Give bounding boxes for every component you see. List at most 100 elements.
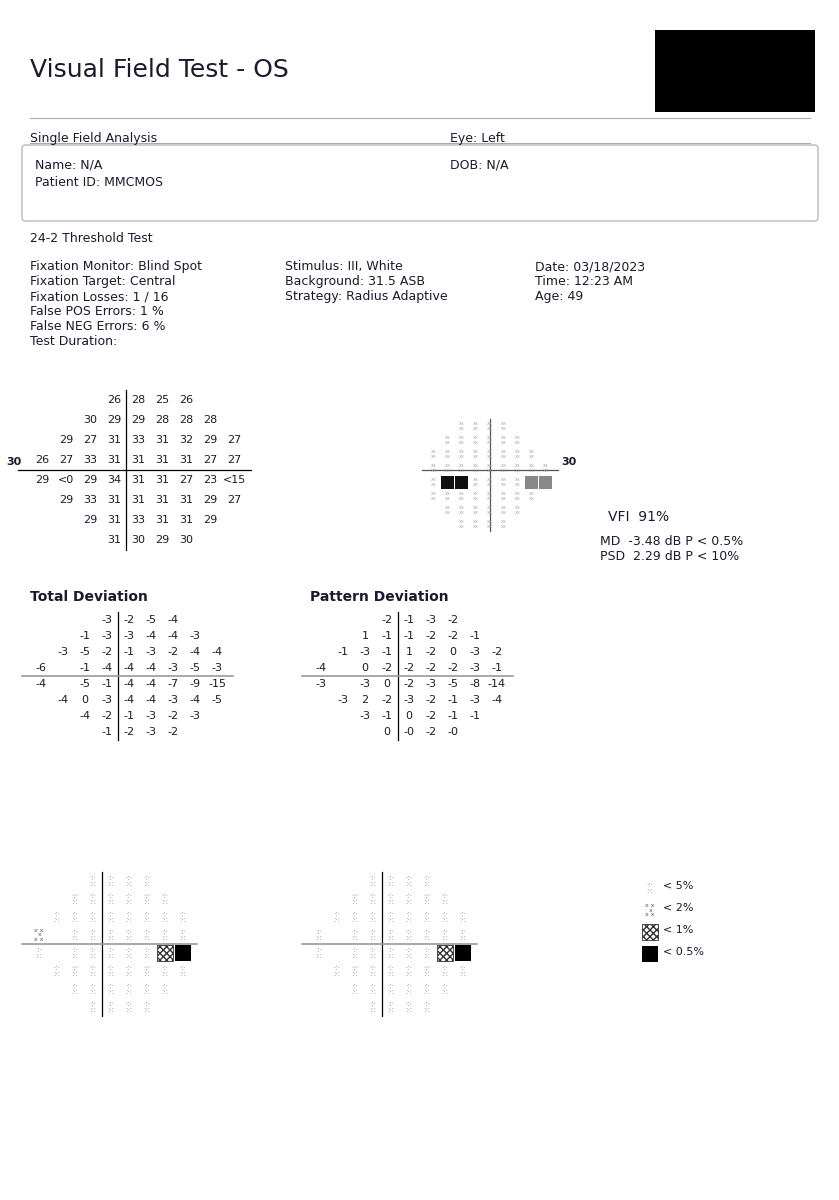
Text: MD  -3.48 dB P < 0.5%: MD -3.48 dB P < 0.5%: [600, 535, 743, 548]
Text: -2: -2: [425, 710, 436, 721]
Text: -3: -3: [211, 662, 222, 673]
Text: xx
xx: xx xx: [529, 462, 535, 473]
Text: ·:·
:·:: ·:· :·:: [352, 947, 358, 959]
Text: 31: 31: [107, 515, 121, 526]
Text: 25: 25: [155, 395, 169, 404]
Text: -1: -1: [102, 727, 112, 737]
Text: xx
xx: xx xx: [431, 491, 437, 502]
Text: -5: -5: [190, 662, 201, 673]
Text: ·:·
:·:: ·:· :·:: [180, 965, 186, 977]
Text: ·:·
:·:: ·:· :·:: [405, 1001, 413, 1013]
Text: -1: -1: [382, 647, 393, 658]
Bar: [525, 476, 538, 490]
Text: -3: -3: [168, 695, 179, 704]
Text: -2: -2: [168, 647, 179, 658]
Text: -4: -4: [123, 662, 134, 673]
Text: -2: -2: [425, 695, 436, 704]
Text: -4: -4: [123, 679, 134, 689]
Text: ·:·
:·:: ·:· :·:: [352, 983, 358, 995]
Text: -4: -4: [145, 695, 157, 704]
Text: 28: 28: [155, 415, 169, 425]
Text: ·:·
:·:: ·:· :·:: [143, 1001, 150, 1013]
Text: xx
xx: xx xx: [473, 476, 479, 487]
Text: xx
xx: xx xx: [487, 491, 492, 502]
Text: xx
xx: xx xx: [473, 462, 479, 473]
Text: Pattern Deviation: Pattern Deviation: [310, 590, 449, 604]
Text: xx
xx: xx xx: [459, 518, 465, 529]
Text: Fixation Losses: 1 / 16: Fixation Losses: 1 / 16: [30, 290, 169, 302]
Text: -2: -2: [123, 727, 134, 737]
Text: DOB: N/A: DOB: N/A: [450, 158, 508, 170]
Text: ·:·
:·:: ·:· :·:: [369, 983, 377, 995]
FancyBboxPatch shape: [22, 145, 818, 221]
Text: xx
xx: xx xx: [459, 491, 465, 502]
Text: ·:·
:·:: ·:· :·:: [71, 911, 79, 923]
Text: 29: 29: [59, 434, 73, 445]
Text: -3: -3: [145, 647, 157, 658]
Text: 31: 31: [155, 434, 169, 445]
Text: 28: 28: [131, 395, 145, 404]
Text: ·:·
:·:: ·:· :·:: [424, 983, 430, 995]
Text: ·:·
:·:: ·:· :·:: [143, 965, 150, 977]
Bar: [655, 30, 815, 112]
Text: ·:·
:·:: ·:· :·:: [107, 911, 114, 923]
Text: ·:·
:·:: ·:· :·:: [315, 929, 322, 941]
Text: 0: 0: [383, 727, 390, 737]
Text: xx
xx: xx xx: [446, 491, 451, 502]
Text: 31: 31: [131, 455, 145, 464]
Text: xx
xx: xx xx: [487, 449, 492, 460]
Text: Eye: Left: Eye: Left: [450, 132, 505, 145]
Text: 29: 29: [83, 475, 97, 485]
Text: ·:·
:·:: ·:· :·:: [369, 947, 377, 959]
Text: ·:·
:·:: ·:· :·:: [126, 911, 133, 923]
Text: -4: -4: [492, 695, 503, 704]
Text: <0: <0: [58, 475, 74, 485]
Text: ·:·
:·:: ·:· :·:: [441, 911, 449, 923]
Text: -4: -4: [35, 679, 46, 689]
Text: ·:·
:·:: ·:· :·:: [424, 875, 430, 887]
Text: -2: -2: [382, 662, 393, 673]
Text: -5: -5: [447, 679, 458, 689]
Text: -3: -3: [190, 710, 201, 721]
Text: 31: 31: [179, 515, 193, 526]
Text: -3: -3: [359, 710, 371, 721]
Text: < 1%: < 1%: [663, 925, 693, 935]
Text: ·:·
:·:: ·:· :·:: [71, 965, 79, 977]
Text: -4: -4: [145, 631, 157, 641]
Text: ·:·
:·:: ·:· :·:: [107, 947, 114, 959]
Text: xx
xx: xx xx: [515, 434, 521, 445]
Text: -3: -3: [470, 662, 481, 673]
Text: 31: 31: [131, 475, 145, 485]
Text: ·:·
:·:: ·:· :·:: [71, 893, 79, 905]
Text: ·:·
:·:: ·:· :·:: [460, 911, 466, 923]
Text: Fixation Target: Central: Fixation Target: Central: [30, 275, 175, 288]
Text: ·:·
:·:: ·:· :·:: [441, 929, 449, 941]
Bar: [643, 924, 658, 940]
Text: -4: -4: [168, 631, 179, 641]
Text: -3: -3: [102, 695, 112, 704]
Text: Age: 49: Age: 49: [535, 290, 583, 302]
Text: xx
xx: xx xx: [515, 462, 521, 473]
Text: ·:·
:·:: ·:· :·:: [90, 1001, 96, 1013]
Text: xx
xx: xx xx: [446, 434, 451, 445]
Text: ·:·
:·:: ·:· :·:: [90, 875, 96, 887]
Text: ·:·
:·:: ·:· :·:: [333, 911, 341, 923]
Text: 0: 0: [450, 647, 456, 658]
Text: ·:·
:·:: ·:· :·:: [90, 965, 96, 977]
Text: -1: -1: [447, 710, 458, 721]
Text: -2: -2: [447, 662, 459, 673]
Text: ·:·
:·:: ·:· :·:: [405, 929, 413, 941]
Text: -3: -3: [145, 710, 157, 721]
Text: ·:·
:·:: ·:· :·:: [405, 911, 413, 923]
Text: ·:·
:·:: ·:· :·:: [90, 983, 96, 995]
Text: -3: -3: [123, 631, 134, 641]
Text: Total Deviation: Total Deviation: [30, 590, 148, 604]
Text: 0: 0: [81, 695, 88, 704]
Text: ·:·
:·:: ·:· :·:: [460, 929, 466, 941]
Text: -1: -1: [447, 695, 458, 704]
Text: ·:·
:·:: ·:· :·:: [388, 893, 394, 905]
Text: -2: -2: [102, 647, 112, 658]
Text: -2: -2: [447, 631, 459, 641]
Text: -1: -1: [337, 647, 348, 658]
Text: -7: -7: [168, 679, 179, 689]
